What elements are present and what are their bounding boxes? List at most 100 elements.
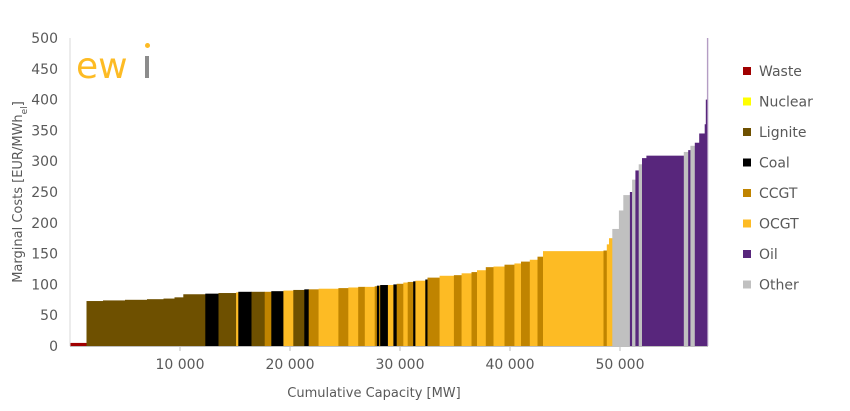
legend: Waste Nuclear Lignite Coal CCGT OCGT Oil Other [743, 64, 813, 294]
bar-oil [699, 133, 705, 346]
legend-item-coal: Coal [743, 156, 790, 172]
bar-lignite [218, 293, 237, 346]
legend-swatch [743, 219, 751, 228]
y-tick-label: 500 [31, 31, 58, 47]
bar-lignite [125, 299, 148, 346]
bar-oil [646, 155, 685, 346]
bar-ccgt [537, 256, 544, 346]
bar-other [632, 179, 636, 346]
bar-ccgt [485, 267, 494, 346]
legend-label: OCGT [759, 217, 799, 233]
x-tick-label: 40 000 [486, 357, 535, 373]
legend-item-waste: Waste [743, 64, 802, 80]
bar-ocgt [477, 270, 487, 346]
legend-item-ocgt: OCGT [743, 217, 799, 233]
legend-label: Waste [759, 64, 802, 80]
y-tick-label: 0 [49, 339, 58, 355]
bar-oil [705, 99, 708, 346]
bar-lignite [293, 289, 305, 346]
bar-coal [205, 293, 219, 346]
y-axis-label: Marginal Costs [EUR/MWhel] [11, 101, 30, 283]
bar-ccgt [603, 250, 608, 346]
y-ticks: 0 50 100 150 200 250 300 350 400 450 500 [31, 31, 58, 355]
y-tick-label: 450 [31, 62, 58, 78]
y-tick-label: 400 [31, 93, 58, 109]
bar-lignite [103, 300, 126, 346]
x-tick-label: 10 000 [156, 357, 205, 373]
bar-ocgt [364, 286, 375, 346]
logo-i-dot [145, 43, 150, 48]
bar-ccgt [427, 277, 440, 346]
bar-lignite [183, 294, 206, 346]
bar-lignite [251, 291, 265, 346]
x-axis-label: Cumulative Capacity [MW] [287, 386, 461, 401]
y-tick-label: 250 [31, 185, 58, 201]
legend-label: Oil [759, 247, 778, 263]
bar-oil [688, 150, 691, 346]
logo-ew: ew [76, 46, 128, 87]
x-tick-label: 50 000 [596, 357, 645, 373]
x-ticks: 10 000 20 000 30 000 40 000 50 000 [156, 346, 645, 373]
bar-ccgt [264, 291, 272, 346]
bar-coal [393, 284, 397, 346]
legend-swatch [743, 97, 751, 106]
y-tick-label: 150 [31, 247, 58, 263]
bar-ccgt [521, 261, 531, 346]
bar-oil [704, 124, 707, 347]
x-tick-label: 20 000 [266, 357, 315, 373]
bar-ccgt [358, 286, 366, 346]
bar-other [683, 151, 689, 346]
y-tick-label: 50 [40, 308, 58, 324]
legend-swatch [743, 67, 751, 75]
legend-item-nuclear: Nuclear [743, 95, 813, 111]
bar-oil [694, 142, 700, 346]
bar-ccgt [453, 275, 462, 346]
bar-oil [642, 158, 647, 346]
legend-label: Lignite [759, 125, 806, 141]
bar-waste [70, 342, 87, 346]
bar-ocgt [606, 244, 610, 346]
legend-item-ccgt: CCGT [743, 186, 798, 202]
bar-oil [706, 38, 709, 346]
legend-label: Other [759, 278, 799, 294]
bar-ocgt [609, 238, 613, 346]
plot-bars [70, 38, 709, 347]
legend-swatch [743, 158, 751, 167]
y-tick-label: 300 [31, 154, 58, 170]
bar-oil [629, 192, 633, 346]
bar-other [623, 195, 631, 346]
legend-label: Coal [759, 156, 790, 172]
bar-coal [238, 291, 252, 346]
bar-coal [376, 285, 380, 346]
bar-ccgt [396, 283, 404, 346]
legend-swatch [743, 250, 751, 258]
bar-ocgt [387, 285, 394, 346]
legend-swatch [743, 189, 751, 197]
bar-ocgt [439, 275, 455, 346]
legend-swatch [743, 128, 751, 136]
legend-label: Nuclear [759, 95, 813, 111]
y-axis-label-sub: el [20, 106, 30, 114]
bar-other [612, 228, 620, 346]
bar-coal [380, 285, 389, 346]
bar-ccgt [308, 289, 319, 346]
bar-coal [425, 279, 428, 346]
bar-ocgt [283, 290, 294, 346]
bar-ocgt [415, 280, 426, 346]
y-tick-label: 200 [31, 216, 58, 232]
bar-coal [304, 289, 309, 346]
legend-item-other: Other [743, 278, 799, 294]
y-axis-label-main: Marginal Costs [EUR/MWh [11, 114, 26, 282]
bar-lignite [163, 298, 175, 346]
ewi-logo: ew [76, 43, 150, 87]
bar-ocgt [514, 263, 522, 346]
bar-ocgt [493, 266, 505, 346]
bar-other [690, 145, 696, 346]
bar-ccgt [374, 286, 378, 346]
x-tick-label: 30 000 [376, 357, 425, 373]
legend-item-oil: Oil [743, 247, 778, 263]
bar-other [618, 210, 624, 346]
y-tick-label: 100 [31, 277, 58, 293]
legend-label: CCGT [759, 186, 798, 202]
